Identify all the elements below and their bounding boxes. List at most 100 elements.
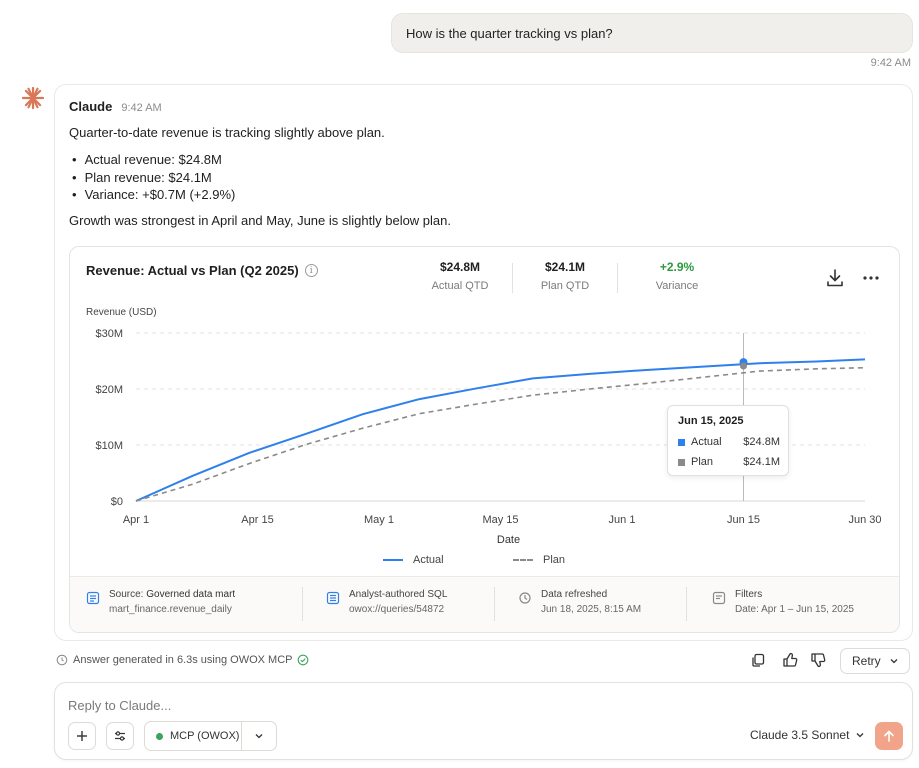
y-tick-label: $30M <box>95 328 123 340</box>
tooltip-actual-value: $24.8M <box>743 436 780 448</box>
retry-button[interactable]: Retry <box>840 648 910 674</box>
thumbs-down-icon[interactable] <box>809 651 827 669</box>
y-tick-label: $20M <box>95 384 123 396</box>
legend-actual-label: Actual <box>413 554 444 566</box>
model-selector[interactable]: Claude 3.5 Sonnet <box>750 728 865 742</box>
kpi-actual-label: Actual QTD <box>431 280 489 292</box>
refresh-icon <box>519 592 531 604</box>
plan-swatch <box>678 458 685 466</box>
user-message-bubble: How is the quarter tracking vs plan? <box>391 13 913 53</box>
kpi-variance-label: Variance <box>655 280 699 292</box>
kpi-variance-value: +2.9% <box>659 260 695 274</box>
x-tick-label: Jun 15 <box>727 514 760 526</box>
sql-detail: owox://queries/54872 <box>349 604 445 615</box>
tooltip-plan-label: Plan <box>691 456 714 468</box>
bullet-actual: Actual revenue: $24.8M <box>72 151 235 169</box>
chart-card: Revenue: Actual vs Plan (Q2 2025) i $24.… <box>69 246 900 633</box>
generation-note-text: Answer generated in 6.3s using OWOX MCP <box>73 654 293 666</box>
mcp-label: MCP (OWOX) <box>170 730 240 742</box>
sql-title: Analyst-authored SQL <box>349 589 448 600</box>
tooltip-plan-value: $24.1M <box>743 456 780 468</box>
claude-logo-icon <box>21 86 45 110</box>
x-tick-label: May 1 <box>364 514 394 526</box>
thumbs-up-icon[interactable] <box>781 651 799 669</box>
legend-plan-line <box>513 559 533 561</box>
assistant-message-card: Claude 9:42 AM Quarter-to-date revenue i… <box>54 84 913 641</box>
user-message-text: How is the quarter tracking vs plan? <box>406 25 613 41</box>
kpi-plan: $24.1M Plan QTD <box>520 260 610 292</box>
highlight-point-plan <box>740 362 747 370</box>
add-button[interactable] <box>68 722 96 750</box>
reply-composer: MCP (OWOX) Claude 3.5 Sonnet <box>54 682 913 760</box>
tooltip-row-plan: Plan $24.1M <box>678 456 780 468</box>
legend-actual-line <box>383 559 403 561</box>
tools-button[interactable] <box>106 722 134 750</box>
kpi-plan-label: Plan QTD <box>540 280 590 292</box>
x-tick-label: Apr 15 <box>241 514 273 526</box>
tooltip-date: Jun 15, 2025 <box>678 415 744 427</box>
send-button[interactable] <box>875 722 903 750</box>
mcp-toggle[interactable]: MCP (OWOX) <box>145 722 243 750</box>
source-filters: Filters Date: Apr 1 – Jun 15, 2025 <box>712 589 854 615</box>
actual-swatch <box>678 438 685 446</box>
kpi-plan-value: $24.1M <box>544 260 586 274</box>
x-tick-label: Apr 1 <box>123 514 149 526</box>
source-refreshed: Data refreshed Jun 18, 2025, 8:15 AM <box>518 589 641 615</box>
kpi-actual-value: $24.8M <box>439 260 481 274</box>
source-detail: mart_finance.revenue_daily <box>109 604 232 615</box>
y-tick-label: $10M <box>95 440 123 452</box>
x-tick-label: May 15 <box>482 514 518 526</box>
kpi-variance: +2.9% Variance <box>632 260 722 292</box>
legend-actual: Actual <box>383 554 444 566</box>
more-icon[interactable] <box>860 267 882 289</box>
filters-detail: Date: Apr 1 – Jun 15, 2025 <box>735 604 854 615</box>
generation-note: Answer generated in 6.3s using OWOX MCP <box>56 654 309 666</box>
x-axis-title: Date <box>497 534 520 546</box>
assistant-bullets: Actual revenue: $24.8M Plan revenue: $24… <box>72 151 236 204</box>
chart-tooltip: Jun 15, 2025 Actual $24.8M Plan $24.1M <box>667 405 789 476</box>
sql-icon <box>326 591 340 605</box>
legend-plan: Plan <box>513 554 565 566</box>
mcp-dropdown-button[interactable] <box>242 722 276 750</box>
chevron-down-icon <box>856 733 864 738</box>
info-icon[interactable]: i <box>304 264 318 277</box>
clock-icon <box>56 654 68 666</box>
reply-input[interactable] <box>68 695 668 715</box>
assistant-time: 9:42 AM <box>121 102 162 114</box>
sources-strip: Source: Governed data mart mart_finance.… <box>70 576 899 632</box>
source-divider <box>302 587 303 621</box>
user-message-time: 9:42 AM <box>870 57 911 69</box>
model-label: Claude 3.5 Sonnet <box>750 728 850 742</box>
assistant-name: Claude <box>69 99 113 114</box>
assistant-summary: Growth was strongest in April and May, J… <box>69 213 451 228</box>
series-line-plan <box>135 366 866 502</box>
source-divider <box>686 587 687 621</box>
source-sql[interactable]: Analyst-authored SQL owox://queries/5487… <box>326 589 447 615</box>
refreshed-title: Data refreshed <box>541 589 608 600</box>
chart-title-text: Revenue: Actual vs Plan (Q2 2025) <box>86 263 299 278</box>
sliders-icon <box>115 731 125 741</box>
copy-icon[interactable] <box>749 651 767 669</box>
y-tick-label: $0 <box>111 496 123 508</box>
source-label: Source: <box>109 589 144 600</box>
plus-icon <box>77 731 87 741</box>
bullet-plan: Plan revenue: $24.1M <box>72 169 235 187</box>
source-title: Governed data mart <box>146 589 236 600</box>
download-icon[interactable] <box>824 267 846 289</box>
mcp-status-dot <box>156 732 163 740</box>
series-line-actual <box>135 358 866 502</box>
assistant-intro: Quarter-to-date revenue is tracking slig… <box>69 125 385 140</box>
chevron-down-icon <box>890 659 898 664</box>
arrow-up-icon <box>884 730 894 742</box>
tooltip-actual-label: Actual <box>691 436 722 448</box>
source-data-mart[interactable]: Source: Governed data mart mart_finance.… <box>86 589 235 615</box>
kpi-divider <box>512 263 513 293</box>
chart-title: Revenue: Actual vs Plan (Q2 2025) i <box>86 263 318 278</box>
chevron-down-icon <box>255 734 263 739</box>
filters-title: Filters <box>735 589 763 600</box>
mcp-selector: MCP (OWOX) <box>144 721 277 751</box>
check-circle-icon <box>298 654 309 666</box>
source-divider <box>494 587 495 621</box>
y-axis-title: Revenue (USD) <box>86 307 157 318</box>
